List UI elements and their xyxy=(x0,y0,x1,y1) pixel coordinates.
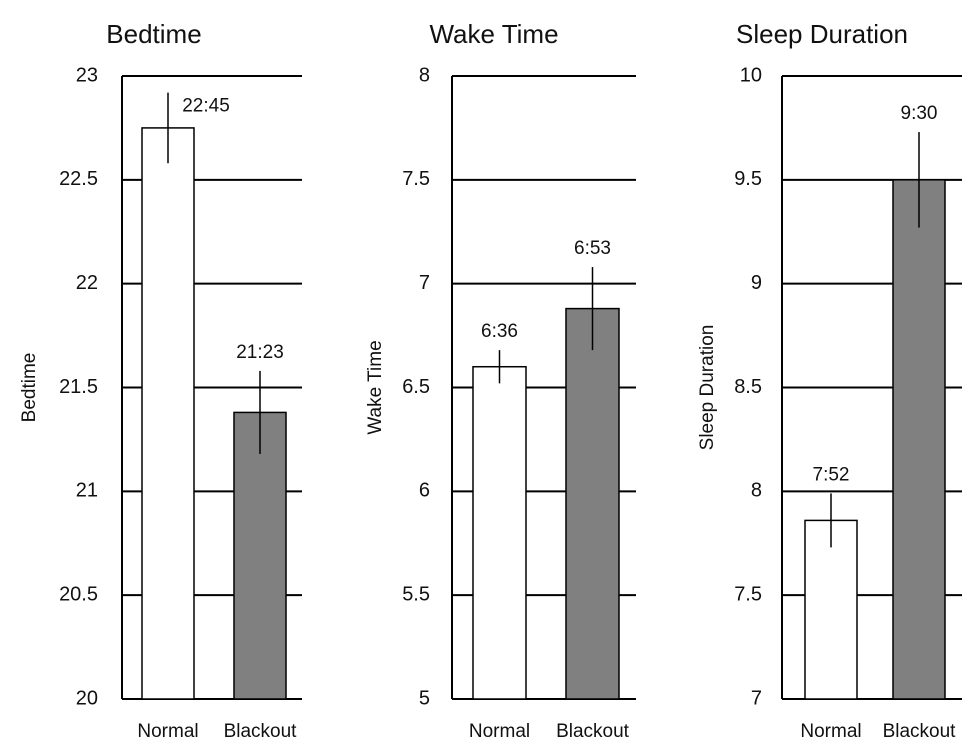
x-category-label: Blackout xyxy=(556,721,630,740)
y-tick-label: 22.5 xyxy=(59,168,98,190)
y-tick-label: 6.5 xyxy=(402,376,430,398)
x-category-label: Blackout xyxy=(883,721,957,740)
y-tick-label: 5 xyxy=(419,687,430,709)
chart-title: Bedtime xyxy=(106,19,201,49)
x-category-label: Normal xyxy=(800,721,861,740)
y-tick-label: 10 xyxy=(740,64,762,86)
chart-panel-3: Sleep Duration Sleep Duration 7 7.5 8 8.5 9 9.5… xyxy=(697,19,962,740)
y-tick-label: 7.5 xyxy=(734,583,762,605)
y-tick-label: 23 xyxy=(76,64,98,86)
bar-normal xyxy=(472,365,527,700)
chart-panel-2: Wake Time Wake Time 5 5.5 6 6.5 7 7.5 8 6:36 Norma… xyxy=(365,19,636,740)
y-tick-label: 22 xyxy=(76,272,98,294)
y-tick-label: 8 xyxy=(419,64,430,86)
data-label: 6:53 xyxy=(574,238,611,259)
y-tick-label: 21 xyxy=(76,480,98,502)
y-tick-label: 21.5 xyxy=(59,376,98,398)
y-tick-label: 7 xyxy=(419,272,430,294)
y-axis-label: Bedtime xyxy=(19,353,40,423)
y-tick-label: 5.5 xyxy=(402,583,430,605)
data-label: 6:36 xyxy=(481,321,518,342)
chart-title: Sleep Duration xyxy=(736,19,908,49)
bar-blackout xyxy=(892,179,946,700)
y-tick-label: 9.5 xyxy=(734,168,762,190)
y-tick-label: 9 xyxy=(751,272,762,294)
y-tick-label: 6 xyxy=(419,480,430,502)
y-tick-label: 7 xyxy=(751,687,762,709)
data-label: 21:23 xyxy=(236,342,284,363)
y-axis-label: Wake Time xyxy=(365,340,386,434)
bar-blackout xyxy=(233,411,287,700)
y-tick-label: 8 xyxy=(751,480,762,502)
y-tick-label: 7.5 xyxy=(402,168,430,190)
y-tick-label: 8.5 xyxy=(734,376,762,398)
x-category-label: Normal xyxy=(137,721,198,740)
y-tick-label: 20 xyxy=(76,687,98,709)
data-label: 22:45 xyxy=(182,96,230,117)
chart-title: Wake Time xyxy=(429,19,558,49)
y-axis-label: Sleep Duration xyxy=(697,325,718,451)
data-label: 7:52 xyxy=(813,464,850,485)
data-label: 9:30 xyxy=(901,103,938,124)
bar-normal xyxy=(804,519,858,700)
bar-blackout xyxy=(565,307,620,700)
bar-normal xyxy=(141,127,195,700)
y-tick-label: 20.5 xyxy=(59,583,98,605)
chart-panel-1: Bedtime Bedtime 20 20.5 21 21.5 22 22.5 23 22:45 N… xyxy=(19,19,302,740)
x-category-label: Normal xyxy=(469,721,530,740)
x-category-label: Blackout xyxy=(224,721,298,740)
